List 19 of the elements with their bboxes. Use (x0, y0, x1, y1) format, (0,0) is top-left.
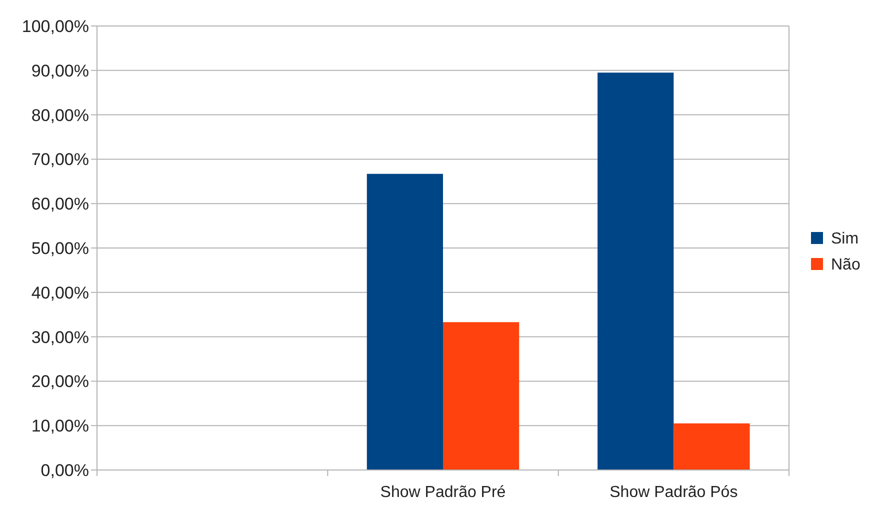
bar (598, 72, 674, 470)
bar (443, 322, 520, 470)
y-tick-label: 90,00% (31, 61, 89, 80)
legend-label: Não (831, 256, 860, 274)
y-tick-label: 30,00% (31, 328, 89, 347)
y-tick-label: 10,00% (31, 416, 89, 436)
x-tick-label: Show Padrão Pós (610, 484, 738, 501)
y-tick-label: 80,00% (31, 106, 89, 125)
y-tick-label: 0,00% (40, 460, 89, 480)
y-tick-label: 40,00% (31, 283, 89, 302)
x-tick-label: Show Padrão Pré (380, 484, 506, 501)
bar (674, 423, 750, 470)
legend-label: Sim (831, 230, 859, 248)
y-tick-label: 20,00% (31, 372, 89, 392)
y-tick-label: 60,00% (31, 194, 89, 214)
y-tick-label: 50,00% (31, 238, 89, 258)
y-tick-label: 100,00% (22, 16, 89, 36)
y-tick-label: 70,00% (31, 150, 89, 170)
bar (366, 174, 443, 470)
